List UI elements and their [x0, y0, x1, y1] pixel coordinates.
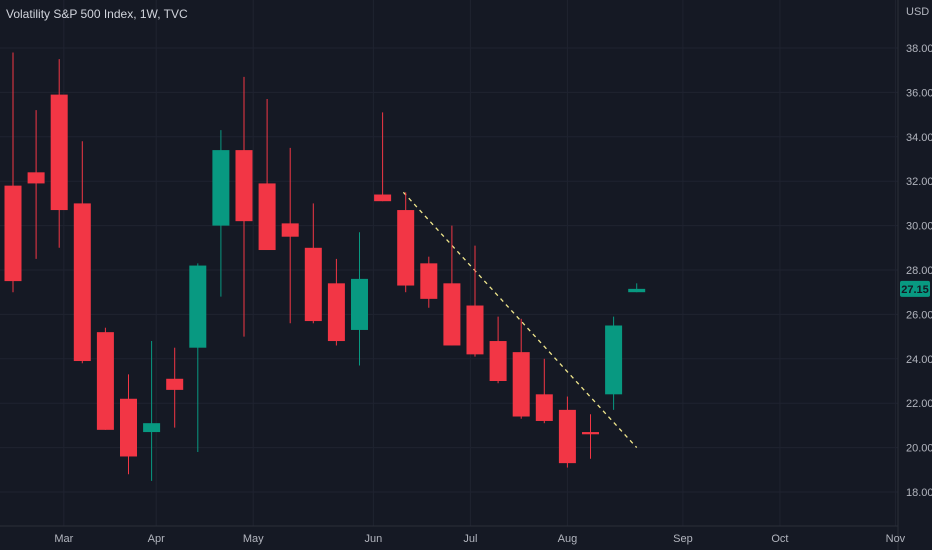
candle-body	[327, 283, 345, 342]
y-tick-label: 34.00	[906, 132, 932, 144]
y-tick-label: 18.00	[906, 487, 932, 499]
candle-body	[628, 288, 646, 293]
candle-body	[558, 409, 576, 464]
candle-body	[582, 432, 599, 435]
candle-body	[512, 352, 530, 417]
candle	[397, 192, 415, 293]
candles	[4, 52, 646, 481]
y-tick-label: 32.00	[906, 176, 932, 188]
candle	[420, 256, 438, 308]
candle-body	[120, 398, 137, 457]
y-tick-label: 30.00	[906, 221, 932, 233]
candle-body	[235, 150, 253, 222]
candle-body	[96, 332, 114, 430]
candle	[466, 245, 484, 357]
candle-body	[351, 278, 368, 330]
candle	[143, 341, 161, 481]
currency-label: USD	[906, 6, 929, 18]
x-tick-label: Apr	[148, 533, 165, 545]
candle-body	[281, 223, 299, 237]
y-tick-label: 28.00	[906, 265, 932, 277]
candle-body	[212, 150, 230, 226]
candle	[489, 316, 507, 384]
x-tick-label: Aug	[558, 533, 578, 545]
candle	[605, 316, 623, 410]
y-tick-label: 22.00	[906, 398, 932, 410]
x-tick-label: May	[243, 533, 264, 545]
candle	[351, 232, 368, 366]
candle-body	[605, 325, 623, 395]
candle	[73, 141, 91, 364]
y-tick-label: 36.00	[906, 87, 932, 99]
candle	[212, 130, 230, 297]
candle	[304, 203, 322, 324]
candle	[443, 225, 461, 346]
candle-body	[189, 265, 207, 348]
trendline-layer	[402, 191, 638, 449]
trendline[interactable]	[402, 191, 638, 449]
x-tick-label: Jun	[364, 533, 382, 545]
candle	[628, 283, 646, 293]
candle	[166, 347, 184, 428]
candle-body	[166, 378, 184, 390]
x-tick-label: Nov	[886, 533, 906, 545]
candle-body	[443, 283, 461, 346]
candle	[235, 76, 253, 337]
candle-body	[27, 172, 45, 184]
last-price-badge	[900, 280, 930, 297]
candle	[374, 112, 392, 202]
candle-body	[258, 183, 276, 251]
y-tick-label: 38.00	[906, 43, 932, 55]
candle	[120, 374, 137, 475]
candle	[50, 59, 68, 248]
candle-body	[50, 94, 68, 211]
candle	[558, 396, 576, 468]
candle-body	[73, 203, 91, 362]
candle	[96, 327, 114, 430]
chart-title: Volatility S&P 500 Index, 1W, TVC	[6, 7, 188, 21]
candle-body	[466, 305, 484, 355]
candle	[281, 147, 299, 324]
candle-body	[374, 194, 392, 202]
candle-body	[489, 341, 507, 381]
candle	[189, 263, 207, 453]
candle	[27, 110, 45, 259]
x-tick-label: Oct	[771, 533, 788, 545]
candle	[327, 258, 345, 346]
candle-body	[304, 247, 322, 322]
candle	[582, 414, 599, 459]
candle-body	[4, 185, 22, 282]
x-tick-label: Jul	[463, 533, 477, 545]
last-price-label: 27.15	[901, 284, 929, 296]
candle	[535, 358, 553, 424]
candle	[512, 318, 530, 419]
x-tick-label: Mar	[54, 533, 73, 545]
candle-body	[143, 423, 161, 433]
candle-body	[420, 263, 438, 299]
price-labels: 27.15	[900, 280, 930, 297]
candle	[4, 52, 22, 293]
y-tick-label: 26.00	[906, 309, 932, 321]
candle-body	[535, 394, 553, 421]
x-tick-label: Sep	[673, 533, 693, 545]
y-tick-label: 20.00	[906, 443, 932, 455]
candle-body	[397, 210, 415, 286]
candle	[258, 99, 276, 251]
y-tick-label: 24.00	[906, 354, 932, 366]
